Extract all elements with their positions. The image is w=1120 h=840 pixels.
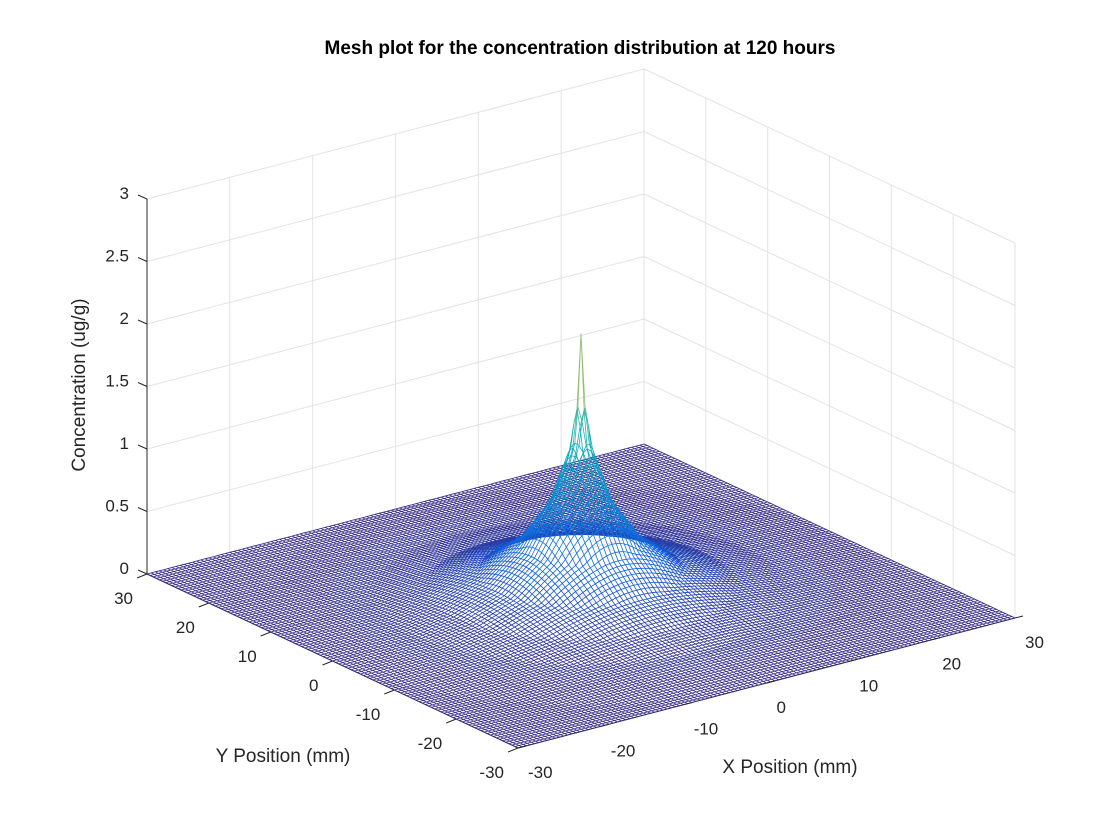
x-tick-label: -10 — [694, 720, 719, 739]
wall-gridline — [146, 318, 645, 450]
wall-gridline — [146, 193, 645, 325]
wall-gridline — [643, 381, 1016, 556]
x-tick-mark — [932, 637, 941, 641]
y-tick-label: 20 — [176, 618, 195, 637]
z-tick-label: 2 — [120, 309, 129, 328]
wall-gridline — [146, 256, 645, 387]
mesh-lines — [576, 333, 586, 411]
x-tick-mark — [683, 702, 692, 706]
y-tick-mark — [136, 573, 148, 579]
axes-lines — [146, 199, 1016, 749]
z-tick-label: 1 — [120, 434, 129, 453]
floor-gridline — [208, 472, 706, 604]
tick-labels: -30 -20 -10 0 10 20 30 -30 -20 -10 0 10 20 30 0 0.5 1 1.5… — [105, 184, 1044, 782]
z-tick-label: 3 — [120, 184, 129, 203]
y-tick-mark — [507, 747, 519, 753]
mesh-lines — [572, 406, 590, 449]
y-tick-mark — [446, 718, 457, 724]
mesh-lines — [569, 421, 593, 454]
chart-title: Mesh plot for the concentration distribu… — [325, 38, 836, 59]
x-tick-mark — [849, 658, 858, 662]
z-axis-label: Concentration (ug/g) — [69, 298, 90, 471]
mesh-lines — [560, 455, 602, 483]
x-tick-label: 0 — [777, 698, 786, 717]
mesh-lines — [539, 496, 623, 532]
mesh-lines — [547, 484, 615, 517]
x-tick-label: 20 — [942, 655, 961, 674]
x-tick-label: -20 — [611, 741, 636, 760]
x-tick-mark — [766, 680, 775, 684]
x-tick-mark — [600, 723, 609, 727]
x-tick-label: -30 — [528, 763, 553, 782]
x-axis-label: X Position (mm) — [722, 757, 857, 778]
z-tick-label: 0.5 — [105, 497, 129, 516]
x-tick-mark — [1014, 615, 1024, 619]
y-tick-label: 10 — [238, 647, 257, 666]
y-tick-mark — [260, 631, 271, 637]
mesh-lines — [565, 455, 597, 469]
wall-gridline — [643, 256, 1016, 431]
x-tick-mark — [517, 745, 527, 749]
mesh-surface — [146, 333, 1016, 749]
y-tick-mark — [198, 602, 209, 608]
mesh-lines — [329, 505, 833, 683]
z-tick-mark — [137, 444, 148, 450]
wall-gridline — [146, 381, 645, 512]
y-axis-label: Y Position (mm) — [216, 746, 351, 767]
y-tick-mark — [384, 689, 395, 695]
z-tick-label: 0 — [120, 559, 129, 578]
z-tick-mark — [137, 382, 148, 387]
y-tick-label: -10 — [356, 705, 381, 724]
y-tick-label: 30 — [114, 589, 133, 608]
z-tick-label: 1.5 — [105, 372, 129, 391]
x-tick-label: 10 — [859, 676, 878, 695]
z-tick-mark — [137, 194, 148, 200]
wall-gridline — [643, 131, 1016, 306]
z-tick-label: 2.5 — [105, 247, 129, 266]
mesh-lines — [557, 461, 605, 489]
wall-gridline — [643, 193, 1016, 369]
mesh-lines — [573, 406, 589, 427]
wall-gridline — [643, 318, 1016, 494]
y-tick-label: 0 — [309, 676, 318, 695]
mesh-lines — [146, 443, 1016, 749]
z-tick-mark — [137, 569, 148, 575]
wall-gridline — [146, 131, 645, 262]
y-tick-label: -30 — [479, 763, 504, 782]
z-tick-mark — [137, 319, 148, 325]
y-tick-mark — [322, 660, 333, 666]
mesh-lines — [532, 501, 630, 544]
y-tick-label: -20 — [418, 734, 443, 753]
wall-gridline — [643, 68, 1016, 244]
z-tick-mark — [137, 507, 148, 512]
z-tick-mark — [137, 257, 148, 262]
wall-gridline — [146, 68, 645, 200]
x-tick-label: 30 — [1025, 633, 1044, 652]
